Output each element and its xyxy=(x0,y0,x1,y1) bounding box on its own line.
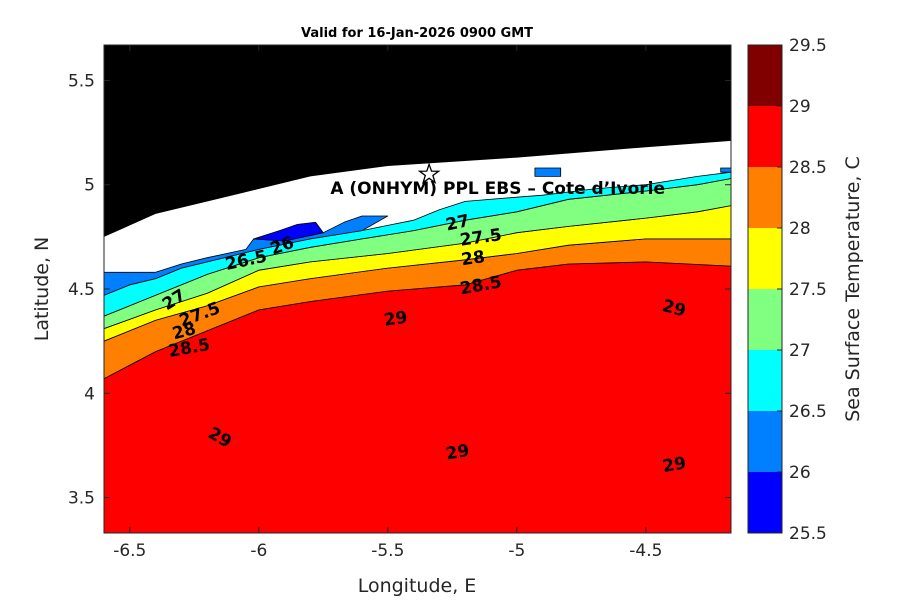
x-tick-label: -6.5 xyxy=(113,541,146,561)
chart-title: Valid for 16-Jan-2026 0900 GMT xyxy=(301,26,533,41)
x-tick-label: -6 xyxy=(250,541,267,561)
y-tick-label: 5.5 xyxy=(68,71,95,91)
colorbar: 25.5 26 26.5 27 27.5 28 28.5 29 29.5 xyxy=(747,36,827,544)
site-label: A (ONHYM) PPL EBS – Cote d’Ivorie xyxy=(330,179,665,199)
sst-region-8 xyxy=(253,221,324,242)
y-axis: 3.5 4 4.5 5 5.5 xyxy=(68,71,731,509)
contour-label-text: 29 xyxy=(383,308,409,331)
colorbar-label: Sea Surface Temperature, C xyxy=(842,156,864,422)
colorbar-tick-label: 26.5 xyxy=(789,402,827,422)
x-axis: -6.5 -6 -5.5 -5 -4.5 xyxy=(113,45,662,561)
y-tick-label: 4.5 xyxy=(68,280,95,300)
x-axis-label: Longitude, E xyxy=(358,575,477,597)
contour-label-14: 29 xyxy=(661,453,688,477)
colorbar-swatch xyxy=(748,45,782,106)
x-tick-label: -5 xyxy=(508,541,525,561)
contour-label-text: 29 xyxy=(661,453,688,477)
colorbar-tick-label: 29.5 xyxy=(789,36,827,56)
contour-label-13: 29 xyxy=(444,441,471,465)
colorbar-swatch xyxy=(748,106,782,167)
site-annotation: A (ONHYM) PPL EBS – Cote d’Ivorie xyxy=(330,162,665,199)
y-tick-label: 4 xyxy=(84,384,95,404)
colorbar-swatch xyxy=(748,167,782,228)
contour-label-text: 27 xyxy=(444,211,471,235)
x-tick-label: -5.5 xyxy=(371,541,404,561)
sst-region-7 xyxy=(104,215,389,296)
contour-regions xyxy=(104,45,731,533)
colorbar-tick-label: 26 xyxy=(789,463,811,483)
y-tick-label: 3.5 xyxy=(68,489,95,509)
contour-label-2: 27 xyxy=(444,211,471,235)
colorbar-swatch xyxy=(748,228,782,289)
colorbar-swatch xyxy=(748,411,782,472)
y-tick-label: 5 xyxy=(84,176,95,196)
land-mask xyxy=(104,45,731,237)
colorbar-tick-label: 25.5 xyxy=(789,524,827,544)
colorbar-tick-label: 27 xyxy=(789,341,811,361)
colorbar-swatch xyxy=(748,289,782,350)
contour-label-text: 29 xyxy=(444,441,471,465)
colorbar-tick-label: 28 xyxy=(789,219,811,239)
x-tick-label: -4.5 xyxy=(629,541,662,561)
site-star-marker xyxy=(417,162,441,185)
sst-region-10 xyxy=(720,167,731,173)
contour-label-10: 29 xyxy=(383,308,409,331)
sst-region-9 xyxy=(534,167,562,177)
colorbar-swatch xyxy=(748,350,782,411)
colorbar-tick-label: 29 xyxy=(789,97,811,117)
colorbar-tick-label: 28.5 xyxy=(789,158,827,178)
contour-label-text: 28 xyxy=(460,247,486,270)
colorbar-tick-label: 27.5 xyxy=(789,280,827,300)
y-axis-label: Latitude, N xyxy=(31,237,53,342)
colorbar-swatch xyxy=(748,472,782,533)
contour-label-4: 28 xyxy=(460,247,486,270)
